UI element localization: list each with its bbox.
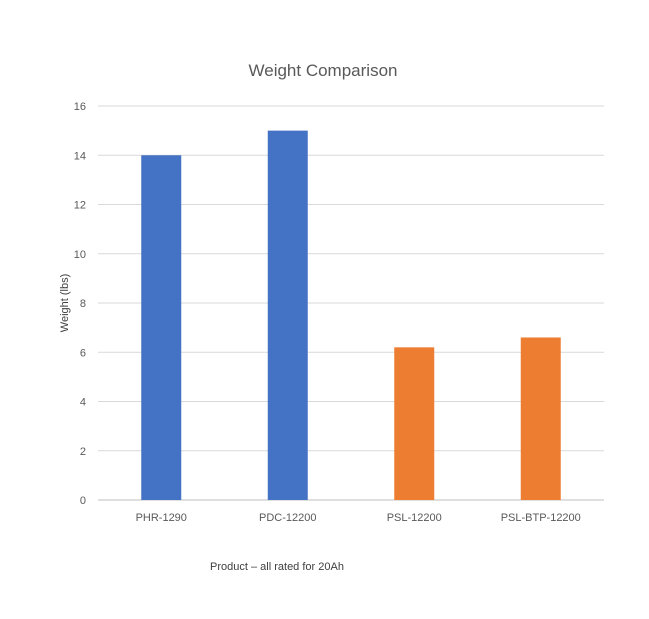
y-tick-label: 12 [74, 200, 86, 212]
x-tick-label: PHR-1290 [136, 512, 187, 524]
y-tick-label: 14 [74, 150, 86, 162]
bar-psl-12200 [394, 347, 435, 500]
x-tick-label: PDC-12200 [259, 512, 316, 524]
y-tick-label: 10 [74, 249, 86, 261]
bar-pdc-12200 [267, 130, 308, 500]
bar-phr-1290 [141, 155, 182, 500]
x-tick-label: PSL-BTP-12200 [501, 512, 581, 524]
y-tick-label: 8 [80, 298, 86, 310]
chart-title: Weight Comparison [249, 61, 398, 80]
y-axis-label: Weight (lbs) [59, 274, 71, 332]
y-tick-label: 4 [80, 397, 86, 409]
x-axis-label: Product – all rated for 20Ah [210, 561, 344, 573]
x-tick-label: PSL-12200 [387, 512, 442, 524]
y-tick-label: 16 [74, 101, 86, 113]
y-tick-label: 0 [80, 495, 86, 507]
y-tick-label: 6 [80, 347, 86, 359]
bar-psl-btp-12200 [520, 337, 561, 500]
y-tick-label: 2 [80, 446, 86, 458]
